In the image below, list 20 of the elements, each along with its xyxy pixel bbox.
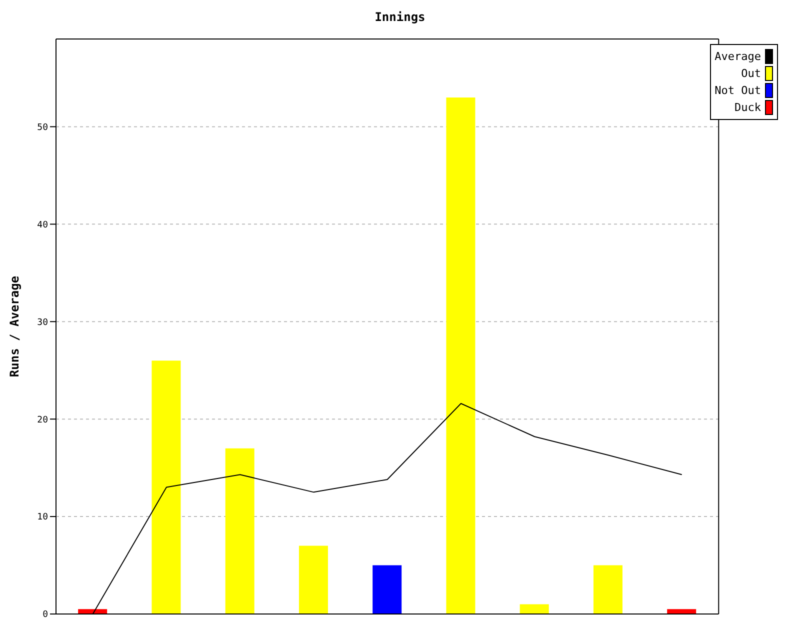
- bar: [520, 604, 549, 614]
- y-tick-label: 10: [37, 512, 48, 523]
- bar: [372, 565, 402, 614]
- y-tick-label: 40: [37, 220, 48, 230]
- bar: [225, 448, 254, 614]
- bar: [593, 565, 622, 614]
- y-tick-label: 0: [42, 610, 48, 620]
- bar: [446, 97, 476, 614]
- y-tick-label: 30: [37, 318, 48, 328]
- legend-label: Out: [741, 67, 761, 80]
- bar: [667, 609, 696, 614]
- legend-label: Not Out: [714, 84, 761, 97]
- chart-title: Innings: [374, 9, 426, 26]
- y-axis-title: Runs / Average: [7, 276, 22, 378]
- legend-label: Average: [714, 50, 761, 63]
- bar: [298, 546, 328, 614]
- bar: [152, 360, 181, 614]
- y-tick-label: 50: [37, 122, 48, 133]
- y-tick-label: 20: [37, 415, 48, 426]
- legend-label: Duck: [734, 101, 761, 114]
